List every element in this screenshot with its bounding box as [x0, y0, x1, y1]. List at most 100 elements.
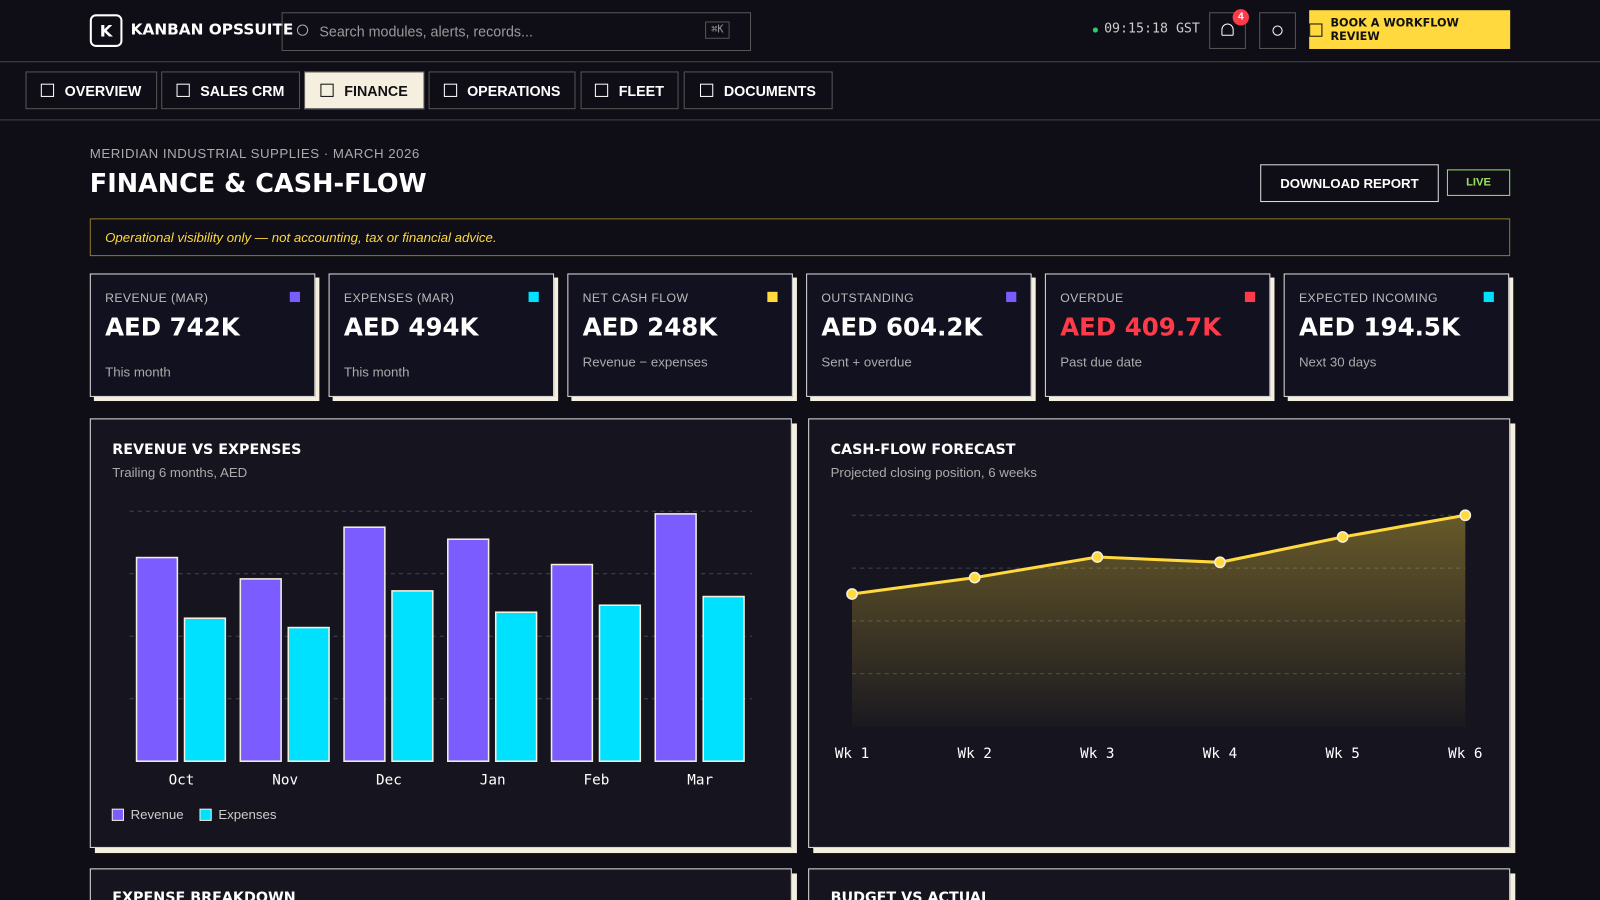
notice: Operational visibility only — not accoun…: [89, 218, 1511, 257]
kpi-card: OUTSTANDING AED 604.2K Sent + overdue: [806, 273, 1032, 397]
point: [1214, 556, 1226, 569]
kpi-value: AED 194.5K: [1298, 313, 1460, 342]
tab-icon: [176, 83, 191, 97]
kpi-card: REVENUE (MAR) AED 742K This month: [89, 273, 316, 397]
chart-title: CASH-FLOW FORECAST: [831, 442, 1016, 458]
tab-label: OPERATIONS: [467, 82, 561, 99]
status-dot: [1092, 27, 1098, 33]
kpi-label: OUTSTANDING: [821, 290, 915, 306]
theme-toggle[interactable]: [1259, 12, 1296, 49]
tab-label: FINANCE: [344, 82, 408, 99]
tab-icon: [320, 83, 335, 97]
x-tick-label: Wk 1: [835, 746, 869, 762]
bell-icon: [1221, 23, 1234, 36]
search-icon: [296, 24, 309, 36]
x-tick-label: Mar: [687, 773, 713, 789]
legend-label: Revenue: [131, 807, 184, 822]
point: [1091, 551, 1104, 563]
panel-title: BUDGET VS ACTUAL: [830, 889, 991, 900]
tab[interactable]: FLEET: [580, 71, 679, 110]
lower-panel: BUDGET VS ACTUAL: [808, 868, 1511, 900]
tab-label: OVERVIEW: [64, 82, 142, 99]
kpi-label: EXPENSES (MAR): [343, 290, 455, 306]
bar: [239, 578, 282, 762]
logo[interactable]: K: [89, 14, 123, 47]
kpi-note: Next 30 days: [1298, 354, 1377, 370]
notifications-button[interactable]: 4: [1209, 9, 1249, 49]
bar: [494, 611, 538, 762]
tab-label: DOCUMENTS: [723, 82, 816, 99]
kpi-swatch: [289, 291, 300, 303]
kpi-swatch: [1006, 291, 1017, 303]
kpi-value: AED 494K: [343, 313, 479, 342]
x-tick-label: Wk 5: [1325, 746, 1359, 762]
search-box[interactable]: Search modules, alerts, records... ⌘K: [281, 12, 752, 52]
header: [0, 0, 1600, 63]
tab-icon: [595, 83, 609, 97]
kpi-value: AED 604.2K: [821, 313, 983, 342]
kpi-note: Sent + overdue: [821, 354, 912, 370]
kpi-swatch: [528, 291, 539, 303]
bar: [447, 538, 490, 762]
x-tick-label: Jan: [480, 773, 506, 789]
bar: [702, 595, 745, 762]
point: [1459, 509, 1472, 522]
kpi-value: AED 409.7K: [1060, 313, 1222, 342]
x-tick-label: Wk 6: [1448, 746, 1482, 762]
tab-divider: [0, 119, 1600, 121]
tab[interactable]: OVERVIEW: [25, 71, 158, 110]
bar: [654, 513, 697, 762]
kpi-note: This month: [343, 364, 410, 380]
sun-icon: [1272, 25, 1283, 36]
live-badge: LIVE: [1446, 169, 1511, 196]
tab-label: SALES CRM: [200, 82, 285, 99]
tab[interactable]: FINANCE: [304, 71, 425, 110]
area: [852, 515, 1466, 727]
kpi-label: REVENUE (MAR): [105, 290, 209, 306]
bar: [391, 590, 434, 762]
kpi-card: EXPECTED INCOMING AED 194.5K Next 30 days: [1283, 273, 1510, 397]
point: [968, 571, 981, 584]
line: [851, 513, 1466, 596]
lower-panel: EXPENSE BREAKDOWN: [89, 868, 792, 900]
kpi-label: OVERDUE: [1060, 290, 1124, 306]
bar: [183, 617, 227, 762]
chart-subtitle: Trailing 6 months, AED: [112, 465, 247, 480]
search-placeholder: Search modules, alerts, records...: [319, 23, 533, 40]
cta-button[interactable]: BOOK A WORKFLOW REVIEW: [1309, 10, 1511, 49]
kpi-note: Past due date: [1060, 354, 1143, 370]
legend-swatch: [111, 808, 124, 821]
cta-label: BOOK A WORKFLOW REVIEW: [1330, 16, 1459, 43]
kpi-label: NET CASH FLOW: [582, 290, 689, 306]
bar: [343, 526, 386, 762]
bar: [135, 556, 179, 762]
tab[interactable]: DOCUMENTS: [683, 71, 833, 110]
x-tick-label: Wk 4: [1203, 746, 1237, 762]
kpi-label: EXPECTED INCOMING: [1298, 290, 1438, 306]
chart-title: REVENUE VS EXPENSES: [112, 442, 301, 458]
legend-swatch: [199, 808, 212, 821]
x-tick-label: Dec: [376, 773, 402, 789]
kpi-card: EXPENSES (MAR) AED 494K This month: [328, 273, 555, 397]
x-tick-label: Wk 3: [1080, 746, 1114, 762]
tab[interactable]: SALES CRM: [161, 71, 300, 110]
x-tick-label: Nov: [272, 773, 298, 789]
kpi-card: OVERDUE AED 409.7K Past due date: [1044, 273, 1271, 397]
kpi-swatch: [767, 291, 778, 303]
download-button[interactable]: DOWNLOAD REPORT: [1260, 164, 1439, 203]
chart-subtitle: Projected closing position, 6 weeks: [831, 465, 1038, 480]
point: [1336, 531, 1349, 543]
bar: [287, 626, 330, 762]
bar: [550, 563, 594, 762]
tab-icon: [41, 83, 55, 97]
kpi-value: AED 742K: [105, 313, 240, 342]
tab[interactable]: OPERATIONS: [428, 71, 576, 110]
legend-label: Expenses: [218, 807, 277, 822]
tab-icon: [700, 83, 714, 97]
brand[interactable]: KANBAN OPSSUITE: [130, 20, 294, 39]
kpi-card: NET CASH FLOW AED 248K Revenue − expenses: [567, 273, 793, 397]
clock: 09:15:18 GST: [1104, 21, 1200, 37]
kpi-swatch: [1483, 291, 1494, 303]
